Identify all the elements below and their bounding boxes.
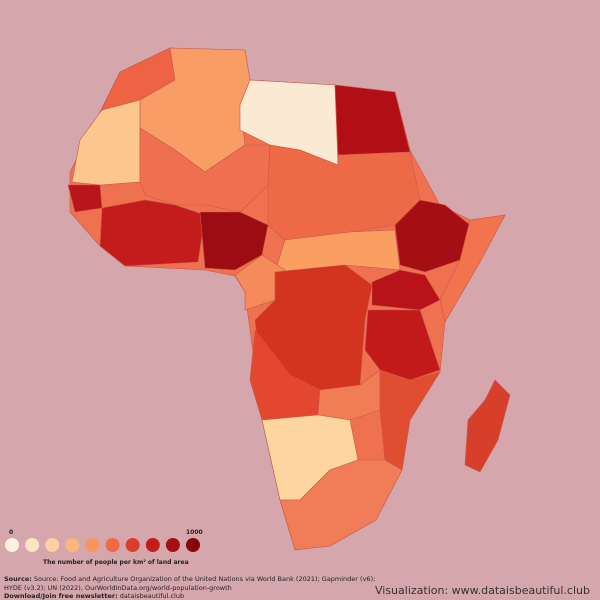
south-africa (279, 459, 403, 551)
west-coast (99, 199, 206, 267)
legend-swatch (85, 538, 100, 552)
uganda-kenya (371, 269, 441, 311)
legend-swatch (5, 538, 19, 552)
somalia (439, 214, 506, 323)
credit: Visualization: www.dataisbeautiful.club (374, 584, 590, 597)
legend-swatch (186, 538, 200, 552)
source-text: HYDE (v3.2); UN (2022), OurWorldInData.o… (4, 583, 232, 592)
egypt (334, 84, 411, 156)
legend-title: The number of people per km² of land are… (43, 559, 189, 566)
madagascar (464, 379, 511, 473)
mauritania (71, 99, 141, 186)
download-label: Download/Join free newsletter: (4, 592, 118, 600)
legend-swatch (125, 538, 140, 552)
legend-swatch (145, 538, 160, 552)
legend-swatch (165, 538, 180, 552)
legend-swatch (45, 538, 60, 552)
legend-min: 0 (9, 529, 13, 536)
legend-swatch (105, 538, 120, 552)
source: Source: Source: Food and Agriculture Org… (4, 575, 375, 600)
legend-max: 1000 (186, 529, 203, 536)
legend-swatch (65, 538, 80, 552)
source-text: Source: Food and Agriculture Organizatio… (33, 575, 376, 583)
mozambique (379, 369, 441, 471)
download-text: dataisbeautiful.club (119, 592, 185, 600)
countries (67, 47, 511, 551)
legend-swatch (25, 538, 40, 552)
source-label: Source: (4, 575, 32, 583)
mali-niger (139, 127, 271, 213)
